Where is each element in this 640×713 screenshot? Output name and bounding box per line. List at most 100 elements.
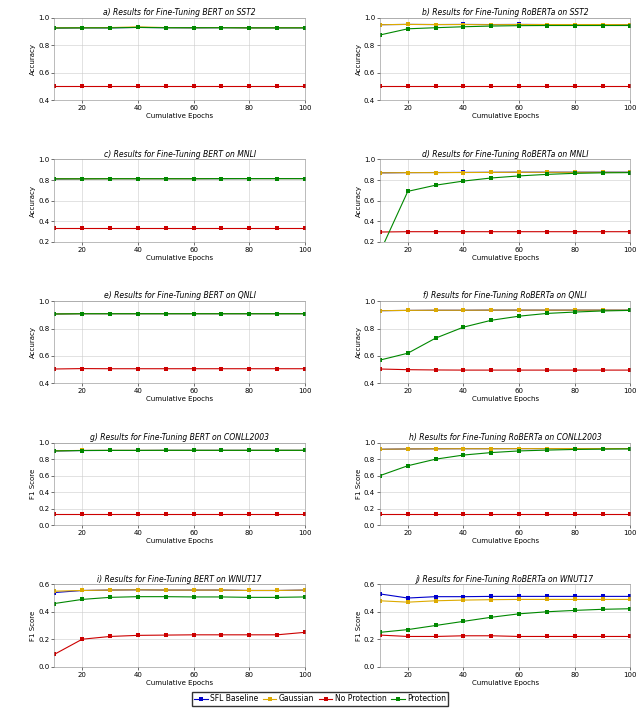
Gaussian <box>460 444 467 453</box>
Gaussian <box>460 596 467 605</box>
SFL Baseline <box>376 21 384 29</box>
No Protection <box>162 631 170 640</box>
SFL Baseline <box>189 446 197 455</box>
Line: No Protection: No Protection <box>52 367 307 371</box>
Line: Gaussian: Gaussian <box>52 588 307 593</box>
X-axis label: Cumulative Epochs: Cumulative Epochs <box>146 679 213 686</box>
Gaussian <box>106 586 114 595</box>
Gaussian <box>488 306 495 314</box>
Gaussian <box>571 20 579 29</box>
SFL Baseline <box>106 309 114 318</box>
X-axis label: Cumulative Epochs: Cumulative Epochs <box>146 538 213 544</box>
SFL Baseline <box>218 446 225 455</box>
Protection <box>627 605 634 613</box>
Gaussian <box>599 168 607 177</box>
Protection <box>543 170 551 179</box>
Gaussian <box>218 174 225 183</box>
Line: Protection: Protection <box>378 447 632 478</box>
Protection <box>376 248 384 257</box>
SFL Baseline <box>134 309 141 318</box>
No Protection <box>301 81 308 90</box>
Gaussian <box>432 20 440 29</box>
SFL Baseline <box>78 446 86 455</box>
Protection <box>460 23 467 31</box>
Gaussian <box>51 24 58 32</box>
SFL Baseline <box>460 593 467 601</box>
SFL Baseline <box>245 24 253 32</box>
Protection <box>51 446 58 455</box>
Protection <box>218 309 225 318</box>
No Protection <box>51 365 58 374</box>
Line: No Protection: No Protection <box>52 630 307 656</box>
Gaussian <box>432 306 440 314</box>
Protection <box>599 168 607 177</box>
Protection <box>218 24 225 32</box>
No Protection <box>273 364 281 373</box>
SFL Baseline <box>432 444 440 453</box>
Line: SFL Baseline: SFL Baseline <box>52 588 307 595</box>
Gaussian <box>301 24 308 32</box>
SFL Baseline <box>543 444 551 453</box>
SFL Baseline <box>432 593 440 601</box>
No Protection <box>571 81 579 90</box>
Gaussian <box>245 446 253 455</box>
No Protection <box>273 81 281 90</box>
Protection <box>189 175 197 183</box>
No Protection <box>599 227 607 236</box>
SFL Baseline <box>273 309 281 318</box>
SFL Baseline <box>571 306 579 314</box>
Gaussian <box>189 175 197 183</box>
Y-axis label: Accuracy: Accuracy <box>30 43 36 75</box>
SFL Baseline <box>273 446 281 455</box>
SFL Baseline <box>488 306 495 314</box>
Line: Protection: Protection <box>52 312 307 316</box>
Gaussian <box>162 446 170 455</box>
SFL Baseline <box>78 309 86 318</box>
No Protection <box>515 632 523 641</box>
Gaussian <box>627 168 634 177</box>
Gaussian <box>301 446 308 455</box>
No Protection <box>404 365 412 374</box>
Gaussian <box>404 168 412 177</box>
No Protection <box>488 366 495 374</box>
No Protection <box>162 364 170 373</box>
Line: No Protection: No Protection <box>52 512 307 515</box>
Gaussian <box>571 168 579 177</box>
Protection <box>460 177 467 185</box>
No Protection <box>627 510 634 518</box>
Gaussian <box>460 306 467 314</box>
SFL Baseline <box>273 586 281 595</box>
Protection <box>599 21 607 30</box>
Protection <box>599 605 607 614</box>
Protection <box>571 169 579 178</box>
Protection <box>404 625 412 634</box>
No Protection <box>134 631 141 640</box>
No Protection <box>134 364 141 373</box>
Gaussian <box>301 174 308 183</box>
Gaussian <box>432 597 440 605</box>
Protection <box>162 593 170 601</box>
No Protection <box>543 510 551 518</box>
SFL Baseline <box>106 24 114 32</box>
SFL Baseline <box>106 586 114 595</box>
SFL Baseline <box>106 446 114 455</box>
No Protection <box>376 510 384 518</box>
Gaussian <box>106 309 114 318</box>
Title: f) Results for Fine-Tuning RoBERTa on QNLI: f) Results for Fine-Tuning RoBERTa on QN… <box>424 292 587 300</box>
Line: No Protection: No Protection <box>378 84 632 88</box>
SFL Baseline <box>460 168 467 177</box>
Gaussian <box>376 21 384 29</box>
Line: Gaussian: Gaussian <box>378 309 632 312</box>
Protection <box>543 446 551 454</box>
No Protection <box>599 366 607 374</box>
Gaussian <box>218 586 225 595</box>
SFL Baseline <box>218 24 225 32</box>
Protection <box>571 445 579 453</box>
SFL Baseline <box>301 309 308 318</box>
No Protection <box>404 510 412 518</box>
No Protection <box>627 366 634 374</box>
SFL Baseline <box>627 592 634 600</box>
No Protection <box>218 509 225 518</box>
Protection <box>51 309 58 318</box>
No Protection <box>301 628 308 637</box>
